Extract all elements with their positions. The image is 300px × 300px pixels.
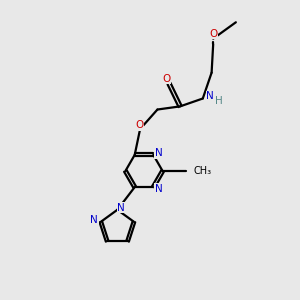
Text: H: H — [215, 96, 223, 106]
Text: N: N — [206, 92, 214, 101]
Text: O: O — [135, 120, 143, 130]
Text: N: N — [154, 184, 162, 194]
Text: CH₃: CH₃ — [194, 166, 212, 176]
Text: O: O — [162, 74, 170, 84]
Text: O: O — [209, 28, 217, 39]
Text: N: N — [117, 203, 125, 213]
Text: N: N — [154, 148, 162, 158]
Text: N: N — [90, 215, 98, 225]
